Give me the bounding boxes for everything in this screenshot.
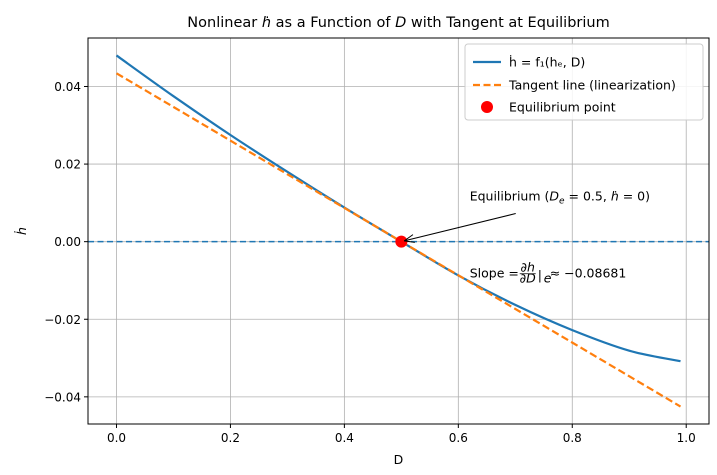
x-tick-label: 0.4 — [335, 431, 354, 445]
annotation-arrow-head — [403, 234, 415, 243]
slope-annotation-prefix: Slope = — [470, 266, 519, 281]
x-axis-label: D — [394, 452, 404, 467]
annotations: Equilibrium (De = 0.5, ḣ = 0) Slope = ∂h… — [403, 189, 650, 286]
legend-box — [464, 43, 704, 121]
legend-label-equilibrium: Equilibrium point — [509, 100, 616, 115]
equilibrium-annotation: Equilibrium (De = 0.5, ḣ = 0) — [470, 189, 650, 207]
annotation-arrow-shaft — [404, 213, 516, 242]
axes: 0.0 0.2 0.4 0.6 0.8 1.0 −0.04 −0.02 0.00 0.02 0.04… — [13, 15, 710, 467]
y-tick-label: 0.02 — [54, 158, 81, 172]
x-tick-label: 0.2 — [221, 431, 240, 445]
equilibrium-point — [395, 235, 408, 248]
y-axis-label: ḣ — [13, 227, 29, 235]
x-tick-label: 1.0 — [677, 431, 696, 445]
x-tick-label: 0.6 — [449, 431, 468, 445]
y-tick-label: −0.02 — [44, 313, 81, 327]
legend-swatch-equilibrium — [481, 101, 493, 113]
series-tangent-line — [115, 72, 682, 408]
x-tick-label: 0.8 — [563, 431, 582, 445]
slope-evaluation-bar: | — [538, 268, 542, 283]
slope-value: ≈ −0.08681 — [550, 266, 627, 281]
y-tick-label: −0.04 — [44, 390, 81, 404]
chart-title: Nonlinear ḣ as a Function of D with Tan… — [187, 15, 609, 31]
x-tick-label: 0.0 — [107, 431, 126, 445]
legend: ḣ = f₁(hₑ, D) Tangent line (linearization… — [464, 43, 704, 121]
slope-fraction-denominator: ∂D — [520, 271, 536, 286]
plot-frame — [87, 37, 710, 425]
legend-label-nonlinear: ḣ = f₁(hₑ, D) — [509, 55, 585, 70]
y-tick-label: 0.00 — [54, 235, 81, 249]
point-layer — [395, 235, 408, 248]
legend-label-tangent: Tangent line (linearization) — [508, 78, 676, 93]
slope-subscript: e — [544, 271, 552, 286]
y-tick-label: 0.04 — [54, 80, 81, 94]
slope-fraction-numerator: ∂h — [521, 260, 535, 275]
